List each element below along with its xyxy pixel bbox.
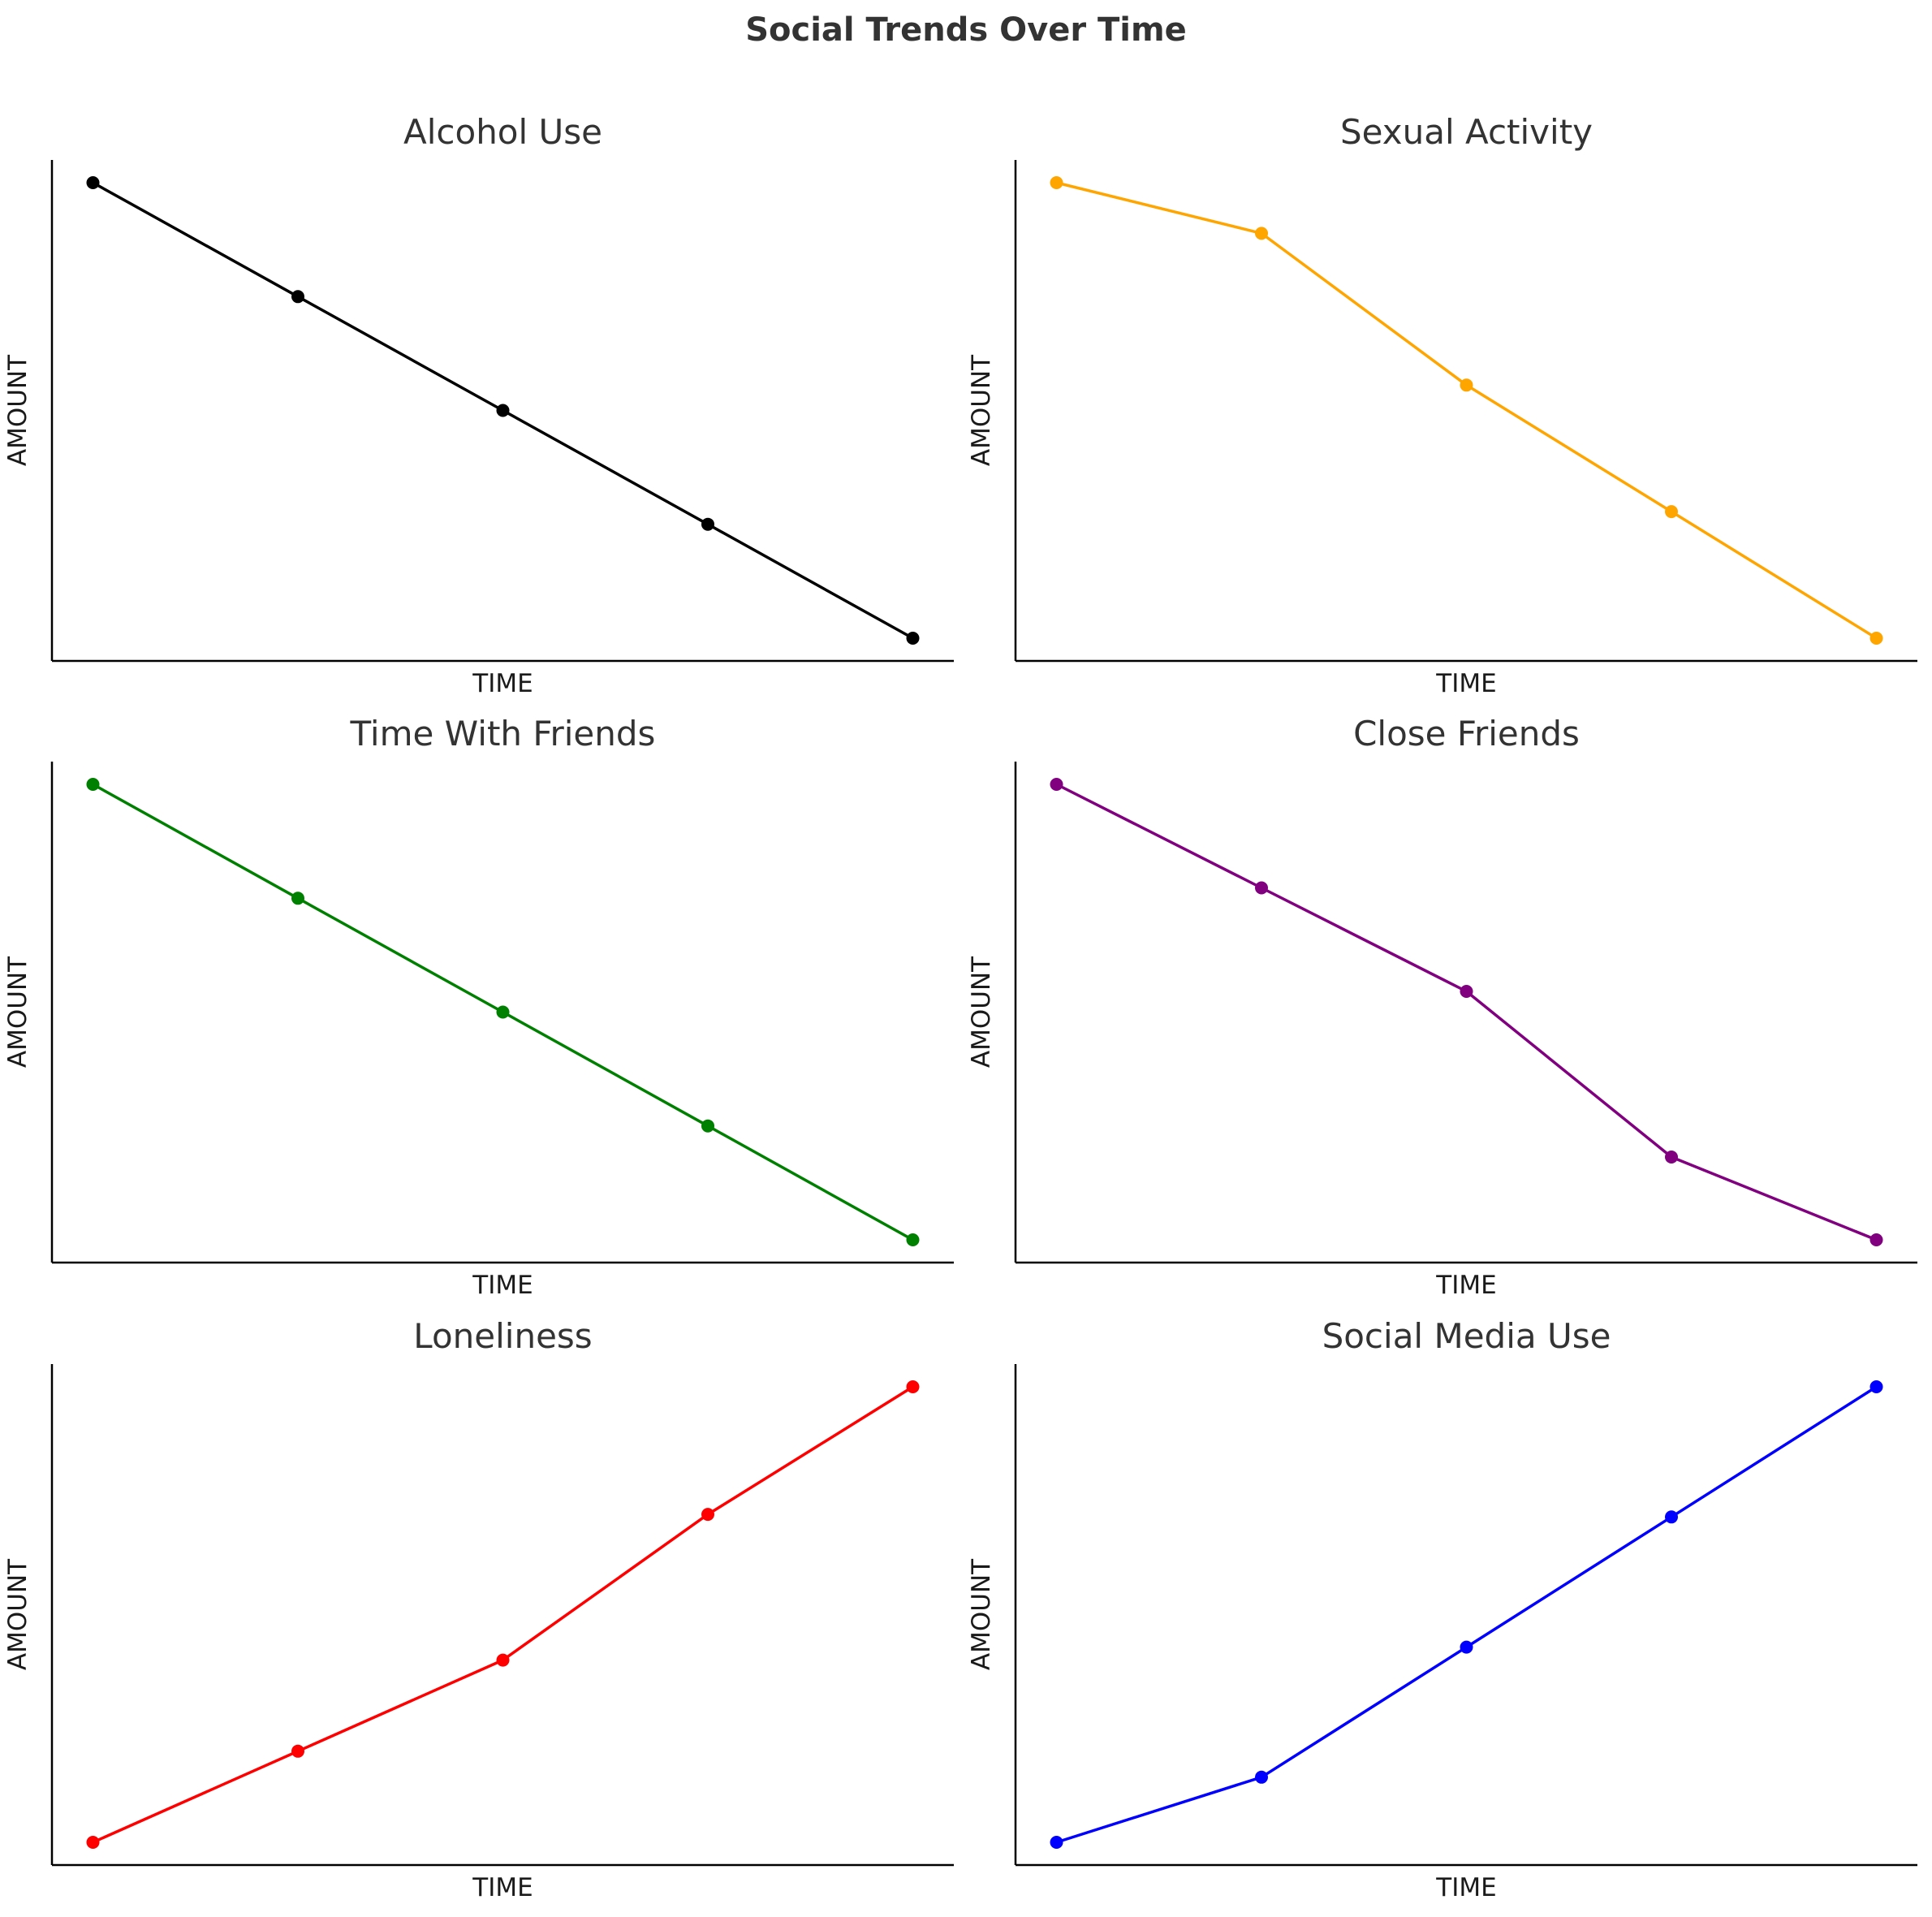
y-axis-label: AMOUNT	[967, 354, 996, 466]
data-point-4	[701, 1508, 714, 1522]
data-point-3	[1460, 985, 1473, 998]
data-point-2	[291, 892, 304, 905]
y-axis-label: AMOUNT	[3, 1558, 32, 1670]
x-axis-label: TIME	[1435, 1873, 1496, 1902]
data-point-3	[496, 1653, 510, 1667]
data-point-5	[1869, 632, 1883, 645]
panel-title: Social Media Use	[1322, 1316, 1611, 1356]
data-point-2	[291, 1744, 304, 1758]
y-axis-label: AMOUNT	[967, 956, 996, 1068]
data-point-4	[701, 1119, 714, 1133]
data-point-2	[1255, 881, 1268, 895]
series-line	[1055, 783, 1878, 1241]
data-point-2	[1255, 1770, 1268, 1784]
data-point-5	[1869, 1233, 1883, 1246]
data-point-5	[906, 1380, 920, 1393]
data-point-4	[1665, 1510, 1678, 1524]
panel-alcohol-use: Alcohol Use TIME AMOUNT	[3, 112, 954, 698]
data-point-4	[1665, 505, 1678, 519]
data-point-3	[1460, 378, 1473, 392]
panel-close-friends: Close Friends TIME AMOUNT	[967, 714, 1917, 1300]
y-axis-label: AMOUNT	[967, 1558, 996, 1670]
panel-social-media-use: Social Media Use TIME AMOUNT	[967, 1316, 1917, 1902]
series-line	[1056, 181, 1878, 640]
panel-title: Time With Friends	[350, 714, 656, 753]
data-point-1	[1050, 176, 1063, 189]
x-axis-label: TIME	[472, 669, 533, 698]
panel-title: Close Friends	[1353, 714, 1580, 753]
data-point-2	[1255, 227, 1268, 240]
panel-sexual-activity: Sexual Activity TIME AMOUNT	[967, 112, 1917, 698]
x-axis-label: TIME	[472, 1873, 533, 1902]
figure-title: Social Trends Over Time	[745, 11, 1187, 49]
panel-title: Sexual Activity	[1340, 112, 1593, 152]
series-line	[92, 1385, 914, 1844]
data-point-4	[701, 517, 714, 531]
data-point-1	[1050, 778, 1063, 791]
data-point-3	[1460, 1640, 1473, 1654]
data-point-4	[1665, 1151, 1678, 1164]
data-point-1	[86, 1836, 100, 1849]
data-point-1	[86, 176, 100, 189]
panel-time-with-friends: Time With Friends TIME AMOUNT	[3, 714, 954, 1300]
data-point-5	[906, 632, 920, 645]
x-axis-label: TIME	[1435, 669, 1496, 698]
panel-loneliness: Loneliness TIME AMOUNT	[3, 1316, 954, 1902]
x-axis-label: TIME	[1435, 1271, 1496, 1300]
data-point-3	[496, 404, 510, 417]
x-axis-label: TIME	[472, 1271, 533, 1300]
data-point-1	[86, 778, 100, 791]
data-point-3	[496, 1005, 510, 1019]
panel-title: Loneliness	[413, 1316, 592, 1356]
y-axis-label: AMOUNT	[3, 354, 32, 466]
series-line	[1055, 1385, 1878, 1844]
data-point-5	[1869, 1380, 1883, 1393]
y-axis-label: AMOUNT	[3, 956, 32, 1068]
data-point-1	[1050, 1836, 1063, 1849]
panel-title: Alcohol Use	[403, 112, 602, 152]
data-point-5	[906, 1233, 920, 1246]
data-point-2	[291, 290, 304, 304]
